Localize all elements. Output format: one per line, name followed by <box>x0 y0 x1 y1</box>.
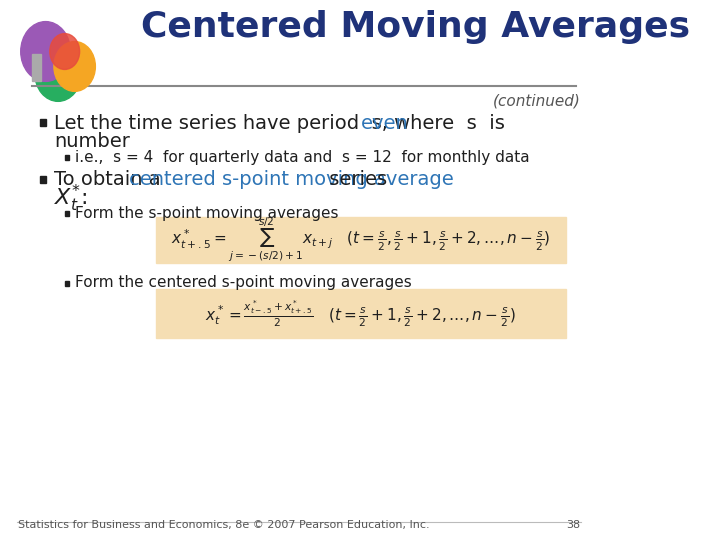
FancyBboxPatch shape <box>156 289 566 338</box>
Circle shape <box>50 33 80 70</box>
Text: centered s-point moving average: centered s-point moving average <box>129 170 454 188</box>
Text: Form the s-point moving averages: Form the s-point moving averages <box>75 206 338 220</box>
Text: Let the time series have period  s, where  s  is: Let the time series have period s, where… <box>54 114 511 133</box>
Text: (continued): (continued) <box>492 93 580 109</box>
Bar <box>65 211 69 216</box>
Bar <box>65 281 69 286</box>
Text: series: series <box>323 170 387 188</box>
Circle shape <box>21 22 71 82</box>
Text: $X_t^{*}$:: $X_t^{*}$: <box>54 183 87 214</box>
Circle shape <box>54 42 95 91</box>
Circle shape <box>35 45 81 102</box>
Bar <box>32 53 42 82</box>
Text: Centered Moving Averages: Centered Moving Averages <box>141 10 690 44</box>
Text: even: even <box>361 114 408 133</box>
Text: Statistics for Business and Economics, 8e © 2007 Pearson Education, Inc.: Statistics for Business and Economics, 8… <box>18 520 430 530</box>
Text: 38: 38 <box>567 520 580 530</box>
Text: $x^*_{t+.5} = \sum_{j=-(s/2)+1}^{s/2} x_{t+j}$$\quad (t = \frac{s}{2}, \frac{s}{: $x^*_{t+.5} = \sum_{j=-(s/2)+1}^{s/2} x_… <box>171 216 551 264</box>
Text: $x^*_t = \frac{x^*_{t-.5}+x^*_{t+.5}}{2}$$\quad (t = \frac{s}{2}+1, \frac{s}{2}+: $x^*_t = \frac{x^*_{t-.5}+x^*_{t+.5}}{2}… <box>205 299 516 329</box>
Bar <box>40 119 45 126</box>
FancyBboxPatch shape <box>156 217 566 263</box>
Bar <box>40 176 45 183</box>
Text: To obtain a: To obtain a <box>54 170 167 188</box>
Bar <box>65 155 69 160</box>
Text: number: number <box>54 132 130 151</box>
Text: i.e.,  s = 4  for quarterly data and  s = 12  for monthly data: i.e., s = 4 for quarterly data and s = 1… <box>75 150 529 165</box>
Text: Form the centered s-point moving averages: Form the centered s-point moving average… <box>75 275 411 291</box>
